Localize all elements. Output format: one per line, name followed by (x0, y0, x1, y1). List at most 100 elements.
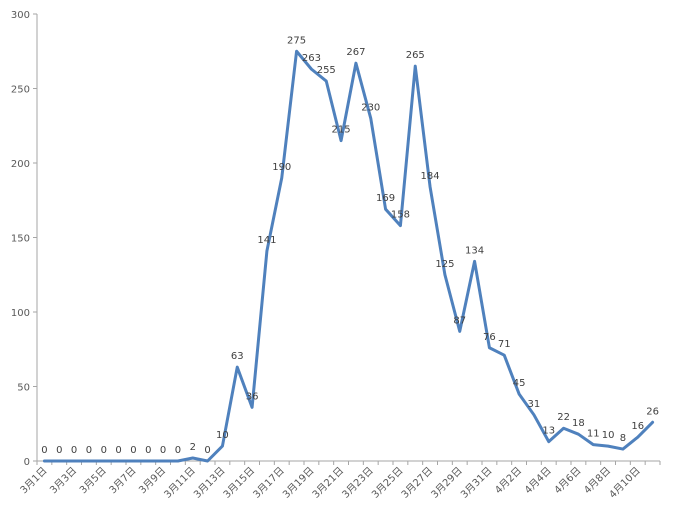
data-label: 215 (332, 125, 351, 136)
x-tick-label: 3月21日 (310, 465, 346, 501)
data-point (592, 443, 595, 446)
data-point (280, 176, 283, 180)
data-point (532, 413, 536, 417)
x-tick-label: 4月6日 (552, 465, 584, 497)
data-point (265, 249, 269, 253)
data-point (206, 459, 209, 463)
data-label: 45 (513, 378, 526, 389)
data-point (369, 117, 372, 120)
x-tick-label: 3月7日 (107, 465, 139, 497)
data-point (354, 61, 358, 65)
data-point (161, 459, 165, 463)
data-point (473, 260, 476, 263)
x-tick-label: 3月15日 (221, 465, 257, 501)
data-label: 255 (317, 65, 336, 76)
x-tick-label: 3月5日 (77, 465, 109, 497)
data-point (399, 224, 402, 227)
data-label: 36 (246, 391, 259, 402)
data-label: 275 (287, 35, 306, 46)
data-label: 125 (435, 259, 454, 270)
data-point (517, 392, 521, 396)
data-point (295, 50, 298, 53)
data-label: 76 (483, 332, 496, 343)
x-tick-label: 3月31日 (458, 465, 494, 501)
data-label: 134 (465, 245, 484, 256)
data-point (191, 456, 194, 460)
data-point (443, 273, 447, 276)
data-point (547, 440, 550, 443)
data-label: 0 (71, 445, 77, 456)
x-tick-label: 4月10日 (607, 465, 643, 501)
data-label: 10 (602, 430, 615, 441)
data-label: 0 (204, 445, 210, 456)
x-axis-ticks: 3月1日3月3日3月5日3月7日3月9日3月11日3月13日3月15日3月17日… (18, 461, 661, 501)
data-label: 16 (631, 421, 644, 432)
data-point (606, 444, 610, 448)
data-label: 158 (391, 210, 410, 221)
x-tick-label: 3月27日 (399, 465, 435, 501)
data-label: 169 (376, 193, 395, 204)
data-point (117, 459, 120, 463)
y-tick-label: 300 (11, 10, 30, 21)
data-point (458, 330, 461, 333)
y-tick-label: 200 (11, 159, 30, 170)
data-point (176, 459, 180, 463)
x-tick-label: 3月13日 (191, 465, 227, 501)
x-tick-label: 3月19日 (280, 465, 316, 501)
series-line (42, 49, 655, 463)
data-label: 10 (216, 430, 229, 441)
data-label: 11 (587, 429, 600, 440)
data-point (428, 185, 432, 189)
data-label: 0 (160, 445, 166, 456)
data-point (384, 207, 387, 211)
y-tick-label: 0 (24, 457, 30, 468)
data-label: 22 (557, 412, 570, 423)
x-tick-label: 3月1日 (18, 465, 50, 497)
data-point (102, 459, 105, 463)
data-point (58, 459, 61, 463)
data-point (651, 421, 654, 424)
data-label: 141 (257, 235, 276, 246)
data-label: 190 (272, 162, 291, 173)
data-point (636, 435, 639, 439)
data-point (147, 459, 150, 463)
data-label: 263 (302, 53, 321, 64)
data-point (325, 79, 328, 83)
y-tick-label: 100 (11, 308, 30, 319)
x-tick-label: 3月17日 (251, 465, 287, 501)
data-point (503, 354, 506, 357)
x-tick-label: 3月23日 (340, 465, 376, 501)
data-labels: 0 0 0 0 0 0 0 0 0 0 2 01063361411902752632552152672… (41, 35, 659, 463)
data-point (339, 139, 343, 142)
data-label: 265 (406, 50, 425, 61)
data-point (236, 365, 239, 369)
data-label: 2 (190, 442, 196, 453)
data-label: 31 (528, 399, 541, 410)
data-point (43, 459, 46, 463)
data-point (221, 444, 224, 448)
data-point (562, 427, 565, 430)
x-tick-label: 3月25日 (369, 465, 405, 501)
x-tick-label: 3月11日 (162, 465, 198, 501)
data-label: 26 (646, 406, 659, 417)
data-point (621, 447, 625, 451)
x-tick-label: 4月4日 (522, 465, 554, 497)
data-label: 87 (453, 315, 466, 326)
data-point (87, 459, 91, 463)
data-point (72, 459, 76, 463)
x-tick-label: 4月2日 (493, 465, 525, 497)
y-axis-ticks: 0 50 100 150 200 250 300 (11, 10, 37, 468)
data-label: 13 (542, 426, 555, 437)
y-tick-label: 50 (17, 383, 30, 394)
x-tick-label: 3月29日 (429, 465, 465, 501)
data-point (488, 346, 491, 349)
data-point (310, 67, 313, 71)
data-label: 0 (101, 445, 107, 456)
data-label: 63 (231, 351, 244, 362)
data-label: 0 (115, 445, 121, 456)
data-point (250, 406, 254, 409)
y-tick-label: 150 (11, 234, 30, 245)
data-label: 0 (41, 445, 47, 456)
data-point (132, 459, 135, 463)
data-label: 18 (572, 418, 585, 429)
